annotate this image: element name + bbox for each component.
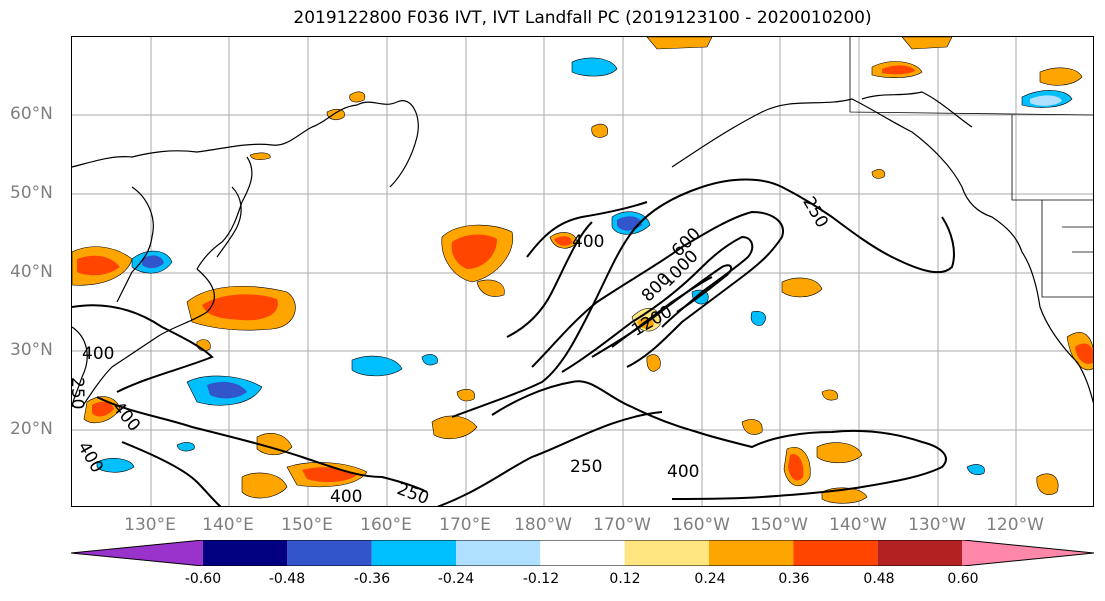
contour-label-250-west: 250 (72, 377, 87, 409)
colorbar-tick-7: 0.24 (694, 571, 726, 587)
shaded-anomalies (72, 37, 1093, 504)
lat-label-30n: 30°N (10, 340, 53, 360)
colorbar-segment-10 (962, 540, 1094, 566)
lon-label-150w: 150°W (750, 515, 808, 535)
colorbar-segment-5 (540, 540, 625, 566)
contour-label-400-south: 400 (667, 462, 699, 482)
lon-label-150e: 150°E (281, 515, 333, 535)
graticule (72, 37, 1093, 506)
colorbar-segment-6 (624, 540, 709, 566)
colorbar-tick-4: -0.24 (437, 571, 475, 587)
lon-label-130e: 130°E (124, 515, 176, 535)
colorbar (71, 540, 1094, 566)
contour-label-250-bottom: 250 (394, 479, 431, 507)
colorbar-tick-3: -0.36 (353, 571, 391, 587)
colorbar-segment-8 (793, 540, 878, 566)
colorbar-tick-1: -0.60 (184, 571, 222, 587)
lat-label-20n: 20°N (10, 419, 53, 439)
colorbar-tick-8: 0.36 (778, 571, 810, 587)
lon-label-170w: 170°W (593, 515, 651, 535)
lon-label-130w: 130°W (908, 515, 966, 535)
map-canvas: 250 400 600 800 1000 1200 400 400 250 40… (72, 37, 1093, 507)
contour-label-400-bottom: 400 (330, 487, 362, 507)
map-title: 2019122800 F036 IVT, IVT Landfall PC (20… (293, 8, 872, 28)
contour-label-400-west: 400 (82, 344, 114, 364)
colorbar-segment-1 (203, 540, 288, 566)
borders (849, 37, 1093, 298)
contour-label-400-center: 400 (572, 232, 604, 252)
colorbar-tick-6: 0.12 (609, 571, 641, 587)
colorbar-segment-3 (371, 540, 456, 566)
lon-label-120w: 120°W (986, 515, 1044, 535)
lon-label-180w: 180°W (514, 515, 572, 535)
lon-label-140w: 140°W (829, 515, 887, 535)
lon-label-160e: 160°E (360, 515, 412, 535)
coastlines (72, 91, 1093, 408)
lon-label-170e: 170°E (439, 515, 491, 535)
colorbar-tick-9: 0.48 (863, 571, 895, 587)
colorbar-segment-2 (287, 540, 372, 566)
colorbar-tick-2: -0.48 (268, 571, 306, 587)
lat-label-60n: 60°N (10, 104, 53, 124)
lat-label-50n: 50°N (10, 183, 53, 203)
colorbar-segment-0 (71, 540, 203, 566)
colorbar-tick-5: -0.12 (522, 571, 560, 587)
ivt-contours (72, 178, 955, 506)
colorbar-segments (71, 540, 1094, 566)
lon-label-140e: 140°E (202, 515, 254, 535)
lon-label-160w: 160°W (672, 515, 730, 535)
colorbar-tick-10: 0.60 (947, 571, 979, 587)
colorbar-segment-4 (456, 540, 541, 566)
lat-label-40n: 40°N (10, 262, 53, 282)
map-panel: 250 400 600 800 1000 1200 400 400 250 40… (71, 36, 1094, 507)
contour-label-250-south: 250 (570, 457, 602, 477)
contour-label-400-corner: 400 (73, 438, 107, 476)
colorbar-segment-7 (709, 540, 794, 566)
colorbar-segment-9 (877, 540, 962, 566)
